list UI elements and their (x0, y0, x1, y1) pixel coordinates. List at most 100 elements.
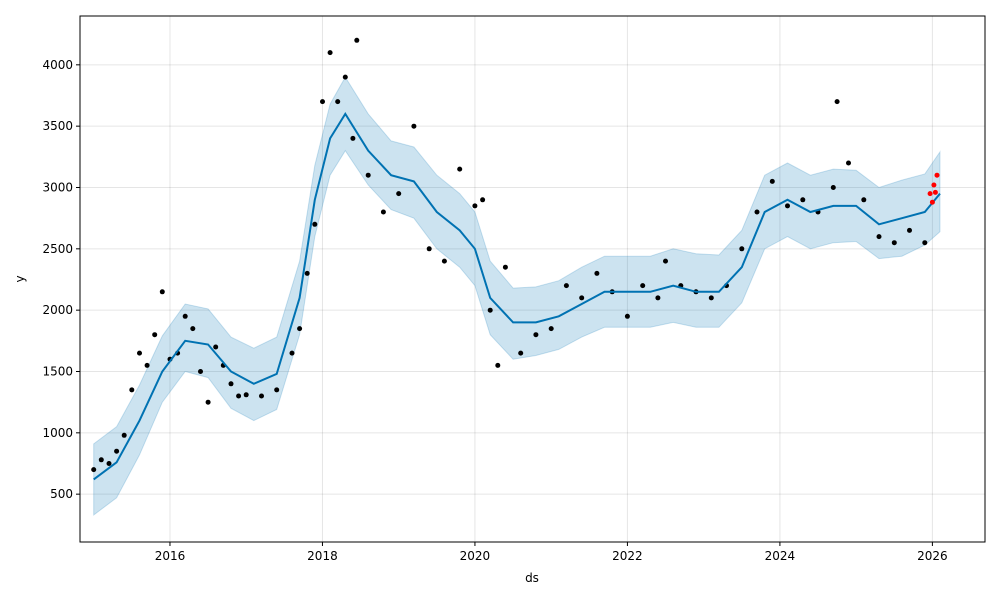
observed-point (739, 246, 745, 252)
observed-point (159, 289, 165, 295)
observed-point (502, 264, 508, 270)
forecast-line (93, 112, 941, 481)
observed-point (411, 123, 417, 129)
y-tick-label: 2500 (42, 242, 73, 256)
observed-point (846, 160, 851, 166)
observed-point (274, 387, 280, 393)
recent-observed-point (932, 189, 938, 195)
observed-point (548, 326, 554, 332)
observed-point (754, 209, 760, 215)
observed-point (907, 227, 912, 233)
y-tick-label: 500 (50, 487, 73, 501)
x-tick-label: 2020 (460, 549, 491, 563)
observed-point (594, 270, 600, 276)
observed-point (137, 350, 142, 356)
x-axis-label: ds (525, 571, 539, 585)
y-axis: 500 1000 1500 2000 2500 3000 3500 4000 (42, 58, 80, 501)
observed-point (243, 392, 249, 398)
recent-observed-point (934, 172, 940, 178)
recent-observed-point (927, 191, 933, 197)
observed-point (472, 203, 478, 209)
observed-point (518, 350, 524, 356)
observed-points (91, 37, 928, 473)
observed-point (190, 326, 196, 332)
observed-point (579, 295, 585, 301)
observed-point (563, 283, 569, 289)
y-tick-label: 4000 (42, 58, 73, 72)
observed-point (533, 332, 539, 338)
recent-points (927, 172, 940, 205)
observed-point (236, 393, 242, 399)
observed-point (129, 387, 135, 393)
observed-point (380, 209, 386, 215)
observed-point (312, 221, 318, 227)
y-tick-label: 3000 (42, 180, 73, 194)
observed-point (259, 393, 264, 399)
x-tick-label: 2026 (917, 549, 948, 563)
x-tick-label: 2018 (307, 549, 338, 563)
observed-point (121, 432, 127, 438)
observed-point (304, 270, 310, 276)
observed-point (655, 295, 661, 301)
x-axis: 2016 2018 2020 2022 2024 2026 (155, 542, 948, 563)
observed-point (441, 258, 447, 264)
observed-point (800, 197, 806, 203)
observed-point (922, 240, 928, 246)
observed-point (640, 283, 646, 289)
y-tick-label: 3500 (42, 119, 73, 133)
observed-point (365, 172, 371, 178)
observed-point (861, 197, 867, 203)
observed-point (289, 350, 295, 356)
observed-point (205, 399, 211, 405)
recent-observed-point (931, 182, 937, 188)
recent-observed-point (929, 199, 935, 205)
observed-point (114, 448, 120, 454)
observed-point (830, 185, 836, 190)
uncertainty-band-area (93, 76, 941, 517)
y-tick-label: 1500 (42, 364, 73, 378)
observed-point (320, 99, 325, 105)
observed-point (876, 234, 882, 240)
x-tick-label: 2024 (765, 549, 796, 563)
observed-point (457, 166, 463, 172)
observed-point (98, 457, 104, 463)
observed-point (487, 307, 493, 313)
plot-frame (79, 15, 986, 543)
forecast-yhat-line (93, 112, 941, 481)
observed-point (198, 369, 203, 374)
observed-point (480, 197, 486, 203)
observed-point (354, 37, 360, 43)
plot-background (80, 16, 985, 542)
x-tick-label: 2022 (612, 549, 643, 563)
x-tick-label: 2016 (155, 549, 186, 563)
observed-point (213, 344, 219, 350)
grid (80, 16, 985, 542)
observed-point (228, 381, 234, 387)
observed-point (327, 50, 333, 56)
y-axis-label: y (13, 275, 27, 282)
observed-point (663, 258, 668, 264)
observed-point (624, 313, 630, 319)
observed-point (335, 99, 341, 105)
observed-point (350, 135, 356, 141)
observed-point (769, 178, 775, 184)
uncertainty-band (93, 76, 941, 517)
y-tick-label: 2000 (42, 303, 73, 317)
observed-point (297, 326, 303, 332)
observed-point (708, 295, 714, 301)
observed-point (495, 362, 501, 368)
y-tick-label: 1000 (42, 426, 73, 440)
observed-point (182, 313, 188, 319)
observed-point (396, 191, 402, 197)
observed-point (426, 246, 432, 252)
observed-point (342, 74, 348, 80)
observed-point (152, 332, 158, 338)
observed-point (106, 461, 112, 466)
observed-point (785, 203, 790, 209)
observed-point (834, 99, 840, 105)
observed-point (91, 467, 97, 473)
observed-point (891, 240, 897, 246)
observed-point (144, 362, 150, 368)
